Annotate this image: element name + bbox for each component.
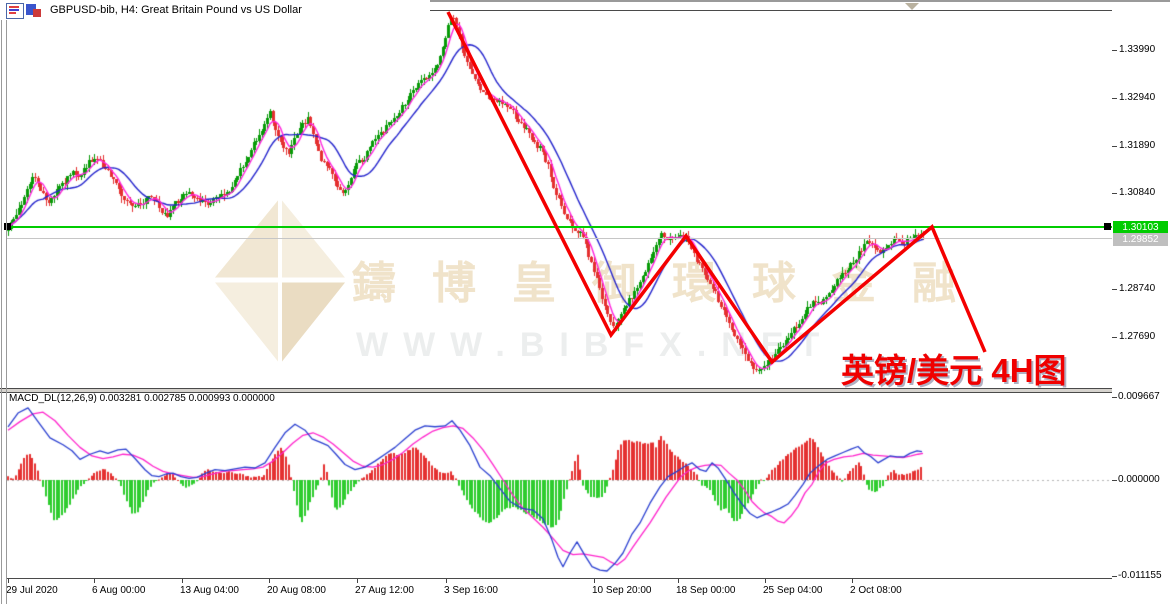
macd-tick: [1112, 397, 1117, 398]
time-tick-label: 13 Aug 04:00: [180, 585, 239, 596]
time-tick: [94, 579, 95, 583]
time-tick: [446, 579, 447, 583]
pane-separator[interactable]: [0, 389, 1112, 392]
time-axis[interactable]: 29 Jul 2020 6 Aug 00:00 13 Aug 04:00 20 Aug…: [0, 579, 1170, 604]
hline-price-box: 1.30103: [1113, 221, 1168, 234]
time-tick-label: 2 Oct 08:00: [850, 585, 902, 596]
price-tick: [1112, 146, 1117, 147]
price-tick-label: 1.27690: [1119, 331, 1156, 342]
hline-left-handle[interactable]: [4, 222, 11, 230]
price-tick: [1112, 193, 1117, 194]
chart-header: GBPUSD-bib, H4: Great Britain Pound vs U…: [0, 0, 430, 20]
hline-right-handle[interactable]: [1104, 222, 1111, 230]
chart-top-border: [7, 10, 1112, 11]
chart-shift-marker-icon[interactable]: [905, 3, 919, 10]
macd-tick: [1112, 480, 1117, 481]
macd-indicator-label: MACD_DL(12,26,9) 0.003281 0.002785 0.000…: [9, 393, 275, 404]
price-tick-label: 1.31890: [1119, 140, 1156, 151]
price-tick: [1112, 98, 1117, 99]
price-tick-label: 1.33990: [1119, 44, 1156, 55]
symbol-title: GBPUSD-bib, H4: Great Britain Pound vs U…: [50, 4, 302, 16]
chart-bottom-border: [7, 578, 1113, 579]
time-tick-label: 25 Sep 04:00: [763, 585, 823, 596]
quotes-table-icon: [6, 3, 24, 19]
chart-text-annotation[interactable]: 英镑/美元 4H图: [841, 352, 1067, 389]
price-tick-label: 1.32940: [1119, 92, 1156, 103]
price-axis[interactable]: 1.33990 1.32940 1.31890 1.30840 1.28740 1.276…: [1112, 0, 1170, 604]
macd-tick-label: 0.000000: [1118, 474, 1160, 485]
price-tick-label: 1.28740: [1119, 283, 1156, 294]
current-price-box: 1.29852: [1113, 233, 1168, 246]
time-tick-label: 18 Sep 00:00: [676, 585, 736, 596]
time-tick: [594, 579, 595, 583]
price-tick: [1112, 50, 1117, 51]
time-tick: [357, 579, 358, 583]
time-tick-label: 10 Sep 20:00: [592, 585, 652, 596]
price-tick: [1112, 337, 1117, 338]
current-price-line: [7, 238, 1112, 239]
macd-tick-label: 0.009667: [1118, 391, 1160, 402]
time-tick: [852, 579, 853, 583]
time-tick: [269, 579, 270, 583]
time-tick-label: 29 Jul 2020: [6, 585, 58, 596]
time-tick: [182, 579, 183, 583]
pane-separator-bottom: [0, 392, 1112, 393]
indicator-chart-icon: [26, 3, 42, 17]
window-top-edge: [0, 0, 1170, 2]
pane-separator-top: [0, 388, 1112, 389]
time-tick: [765, 579, 766, 583]
price-tick-label: 1.30840: [1119, 187, 1156, 198]
macd-tick: [1112, 576, 1117, 577]
window-left-edge: [1, 0, 2, 604]
chart-left-border: [6, 2, 7, 604]
time-tick: [8, 579, 9, 583]
macd-tick-label: -0.011155: [1118, 570, 1162, 581]
time-tick: [678, 579, 679, 583]
time-tick-label: 3 Sep 16:00: [444, 585, 498, 596]
time-tick-label: 27 Aug 12:00: [355, 585, 414, 596]
time-tick-label: 6 Aug 00:00: [92, 585, 146, 596]
price-tick: [1112, 289, 1117, 290]
time-tick-label: 20 Aug 08:00: [267, 585, 326, 596]
